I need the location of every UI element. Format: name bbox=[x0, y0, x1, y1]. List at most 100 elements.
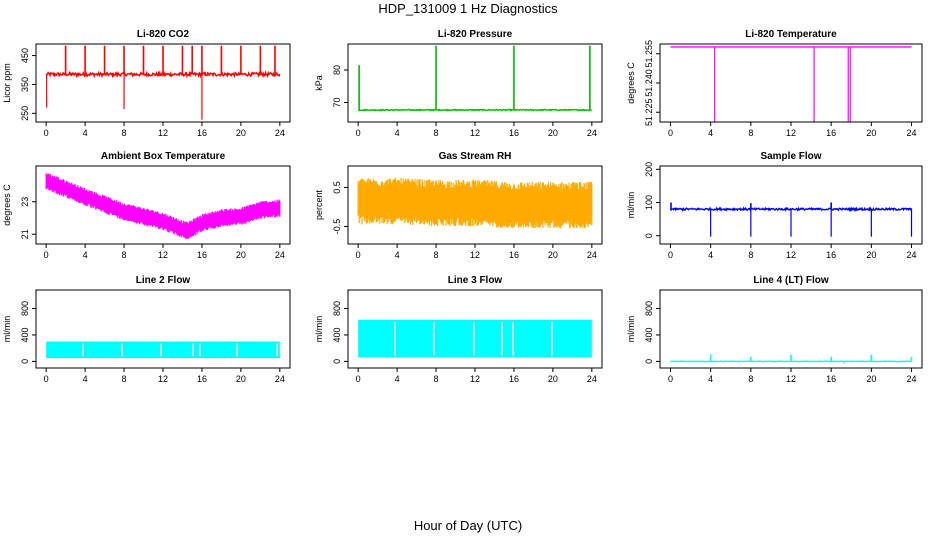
y-tick-label: 0 bbox=[20, 359, 30, 364]
x-tick-label: 8 bbox=[122, 250, 127, 260]
y-tick-label: 0 bbox=[644, 233, 654, 238]
x-tick-label: 8 bbox=[434, 374, 439, 384]
x-tick-label: 24 bbox=[275, 128, 285, 138]
panel-title: Line 2 Flow bbox=[136, 275, 191, 286]
data-layer bbox=[46, 341, 280, 359]
y-axis-label: ml/min bbox=[626, 192, 636, 219]
y-tick-label: 400 bbox=[332, 327, 342, 342]
x-tick-label: 12 bbox=[786, 128, 796, 138]
x-tick-label: 12 bbox=[158, 374, 168, 384]
y-tick-label: 200 bbox=[644, 162, 654, 177]
y-tick-label: 800 bbox=[20, 301, 30, 316]
figure-title: HDP_131009 1 Hz Diagnostics bbox=[378, 1, 558, 16]
y-tick-label: 0.5 bbox=[332, 181, 342, 194]
y-axis-label: ml/min bbox=[626, 316, 636, 343]
x-tick-label: 12 bbox=[470, 128, 480, 138]
panel-title: Li-820 CO2 bbox=[137, 29, 190, 40]
x-tick-label: 20 bbox=[236, 128, 246, 138]
series-line bbox=[358, 108, 593, 112]
y-tick-label: 51.240 bbox=[644, 69, 654, 97]
x-tick-label: 20 bbox=[236, 250, 246, 260]
x-tick-label: 24 bbox=[907, 250, 917, 260]
data-layer bbox=[670, 354, 913, 364]
data-layer bbox=[358, 45, 593, 112]
y-tick-label: 51.225 bbox=[644, 98, 654, 126]
y-axis-label: degrees C bbox=[2, 184, 12, 226]
x-tick-label: 16 bbox=[197, 128, 207, 138]
y-tick-label: 100 bbox=[644, 195, 654, 210]
x-tick-label: 12 bbox=[158, 128, 168, 138]
data-layer bbox=[670, 46, 912, 122]
data-layer bbox=[669, 202, 913, 237]
y-tick-label: 400 bbox=[644, 327, 654, 342]
x-tick-label: 0 bbox=[668, 128, 673, 138]
x-tick-label: 16 bbox=[826, 374, 836, 384]
panel-title: Li-820 Temperature bbox=[745, 29, 837, 40]
x-tick-label: 0 bbox=[44, 374, 49, 384]
y-tick-label: 0 bbox=[332, 359, 342, 364]
panel-4: Ambient Box Temperature degrees C 0 4 8 12 16 2… bbox=[2, 151, 291, 260]
x-tick-label: 20 bbox=[236, 374, 246, 384]
panel-5: Gas Stream RH percent 0 4 8 12 16 20 24 -0.5 0.5 bbox=[314, 151, 603, 260]
y-tick-label: 80 bbox=[332, 65, 342, 75]
x-tick-label: 4 bbox=[83, 128, 88, 138]
x-tick-label: 16 bbox=[197, 374, 207, 384]
data-layer bbox=[45, 173, 281, 239]
x-tick-label: 24 bbox=[275, 250, 285, 260]
flow-band bbox=[46, 341, 280, 359]
x-tick-label: 20 bbox=[548, 250, 558, 260]
panel-2: Li-820 Pressure kPa 0 4 8 12 16 20 24 70 80 bbox=[314, 29, 603, 138]
y-axis-label: Licor ppm bbox=[2, 63, 12, 103]
x-tick-label: 24 bbox=[587, 374, 597, 384]
x-tick-label: 24 bbox=[587, 128, 597, 138]
x-tick-label: 0 bbox=[668, 250, 673, 260]
x-tick-label: 16 bbox=[509, 374, 519, 384]
x-tick-label: 12 bbox=[786, 374, 796, 384]
x-tick-label: 4 bbox=[708, 128, 713, 138]
x-tick-label: 12 bbox=[470, 250, 480, 260]
data-layer bbox=[358, 319, 592, 358]
flow-band bbox=[358, 319, 592, 358]
x-axis-label: Hour of Day (UTC) bbox=[413, 518, 523, 533]
y-tick-label: 800 bbox=[332, 301, 342, 316]
y-tick-label: 250 bbox=[20, 106, 30, 121]
panel-6: Sample Flow ml/min 0 4 8 12 16 20 24 0 100 200 bbox=[626, 151, 923, 260]
y-axis-label: percent bbox=[314, 189, 324, 220]
x-tick-label: 20 bbox=[548, 128, 558, 138]
y-tick-label: 400 bbox=[20, 327, 30, 342]
x-tick-label: 16 bbox=[509, 128, 519, 138]
panel-3: Li-820 Temperature degrees C 0 4 8 12 16 20 24 51… bbox=[626, 29, 923, 138]
x-tick-label: 8 bbox=[434, 128, 439, 138]
x-tick-label: 0 bbox=[356, 128, 361, 138]
x-tick-label: 12 bbox=[158, 250, 168, 260]
x-tick-label: 4 bbox=[708, 250, 713, 260]
panel-8: Line 3 Flow ml/min 0 4 8 12 16 20 24 0 400 800 bbox=[314, 275, 603, 384]
x-tick-label: 8 bbox=[122, 128, 127, 138]
x-tick-label: 4 bbox=[395, 250, 400, 260]
y-axis-label: ml/min bbox=[314, 316, 324, 343]
panel-title: Ambient Box Temperature bbox=[101, 151, 226, 162]
x-tick-label: 24 bbox=[907, 374, 917, 384]
x-tick-label: 16 bbox=[509, 250, 519, 260]
y-tick-label: 0 bbox=[644, 359, 654, 364]
panel-title: Sample Flow bbox=[760, 151, 821, 162]
y-tick-label: 51.255 bbox=[644, 40, 654, 68]
x-tick-label: 24 bbox=[275, 374, 285, 384]
y-axis-label: kPa bbox=[314, 75, 324, 91]
x-tick-label: 12 bbox=[786, 250, 796, 260]
y-tick-label: 350 bbox=[20, 77, 30, 92]
x-tick-label: 4 bbox=[83, 250, 88, 260]
y-tick-label: 23 bbox=[20, 197, 30, 207]
y-tick-label: 450 bbox=[20, 48, 30, 63]
panel-title: Line 3 Flow bbox=[448, 275, 503, 286]
panel-title: Line 4 (LT) Flow bbox=[753, 275, 829, 286]
x-tick-label: 8 bbox=[748, 128, 753, 138]
x-tick-label: 0 bbox=[668, 374, 673, 384]
y-axis-label: ml/min bbox=[2, 316, 12, 343]
plot-frame bbox=[659, 43, 923, 123]
x-tick-label: 8 bbox=[748, 374, 753, 384]
x-tick-label: 0 bbox=[356, 374, 361, 384]
x-tick-label: 16 bbox=[197, 250, 207, 260]
panel-title: Gas Stream RH bbox=[439, 151, 512, 162]
